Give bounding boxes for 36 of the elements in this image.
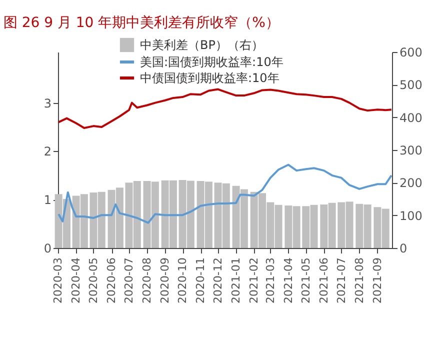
line-series [58,164,392,224]
y2-tick-label: 600 [400,46,422,60]
y-tick-label: 1 [44,193,52,208]
x-tick-label: 2021-04 [282,258,295,304]
legend-label: 美国:国债到期收益率:10年 [140,55,284,69]
x-tick-label: 2020-07 [122,258,136,304]
legend-label: 中美利差（BP）（右） [140,38,264,52]
legend-label: 中债国债到期收益率:10年 [140,71,280,85]
x-tick-label: 2021-05 [299,258,312,304]
x-tick-label: 2020-11 [194,258,208,304]
y2-tick-label: 200 [400,176,422,190]
x-tick-label: 2020-10 [176,258,190,304]
x-tick-label: 2020-05 [86,258,100,304]
x-tick-label: 2020-03 [52,258,64,304]
y-tick-label: 2 [44,144,52,159]
x-tick-label: 2021-08 [352,258,366,304]
y2-tick-label: 0 [400,242,408,256]
chart-title: 图 26 9 月 10 年期中美利差有所收窄（%） [3,15,280,31]
y2-tick-label: 400 [400,110,422,125]
x-tick-label: 2021-09 [370,258,384,304]
x-tick-label: 2021-07 [334,258,348,304]
x-tick-label: 2021-02 [248,258,261,304]
y2-tick-label: 500 [400,78,422,92]
y2-tick-label: 100 [400,208,422,223]
y2-tick-label: 300 [400,144,422,158]
x-tick-label: 2020-12 [212,258,225,304]
x-tick-label: 2020-08 [140,258,154,304]
x-tick-label: 2020-06 [105,258,118,304]
x-tick-label: 2021-03 [264,258,277,304]
y-tick-label: 3 [44,96,52,110]
x-tick-label: 2020-04 [70,258,83,304]
x-tick-label: 2020-09 [158,258,172,304]
y-tick-label: 0 [44,242,52,256]
x-tick-label: 2021-06 [317,258,330,304]
line-series [58,88,392,129]
x-tick-label: 2021-01 [230,258,243,304]
